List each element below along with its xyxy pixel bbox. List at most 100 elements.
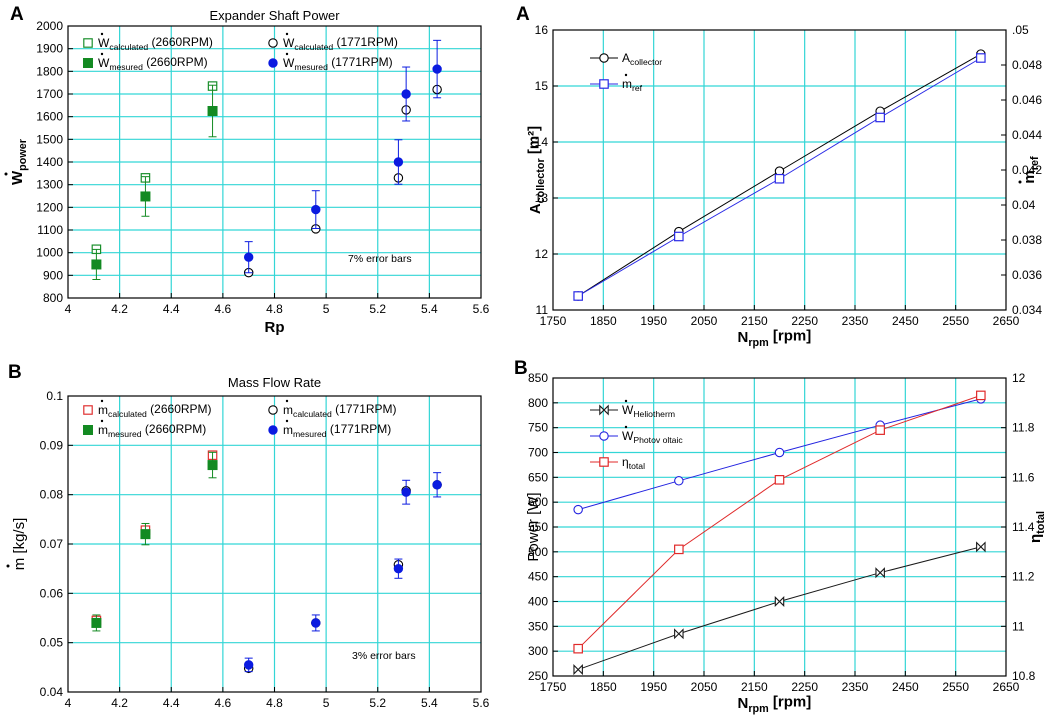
legend-dot — [100, 52, 104, 56]
x-tick-label: 4.6 — [215, 302, 232, 316]
series-1 — [573, 53, 986, 301]
legend-marker — [268, 405, 278, 415]
legend-marker — [83, 58, 93, 68]
y-axis-label: Power [W] — [525, 492, 542, 561]
y-tick-label: 450 — [528, 570, 548, 584]
data-point — [140, 191, 151, 202]
legend-label: ηtotal — [622, 455, 645, 471]
y-tick-label: 250 — [528, 669, 548, 683]
legend-entry: mref — [590, 73, 643, 93]
y2-tick-label: 0.046 — [1012, 93, 1042, 107]
data-point — [774, 475, 785, 485]
data-point — [976, 541, 986, 553]
legend-entry: Wmesured (2660RPM) — [83, 52, 208, 72]
data-point — [774, 595, 785, 608]
data-point — [875, 112, 885, 123]
y-tick-label: 1300 — [36, 178, 63, 192]
legend-dot — [285, 32, 289, 36]
x-tick-label: 4.2 — [111, 696, 128, 710]
y2-axis-label-dot — [1018, 180, 1022, 184]
chart-tr: A 1750 1850 1950 2050 2150 2250 2350 2450 2550 265… — [516, 4, 1042, 349]
legend-dot — [285, 52, 289, 56]
y2-tick-label: .05 — [1012, 23, 1029, 37]
y-tick-label: 650 — [528, 470, 548, 484]
x-axis-label: Rp — [265, 713, 285, 715]
y2-axis-label: ηtotal — [1027, 511, 1047, 543]
x-tick-label: 5.2 — [369, 696, 386, 710]
data-point — [976, 53, 986, 63]
y-tick-label: 16 — [535, 23, 549, 37]
series-0 — [91, 450, 218, 626]
y-axis-label-dot — [4, 172, 8, 176]
x-tick-label: 2450 — [892, 314, 919, 328]
y-axis-label-text: Acollector [m²] — [526, 126, 547, 214]
y-axis-label: m [kg/s] — [6, 518, 28, 570]
legend-entry: mmesured (2660RPM) — [83, 419, 206, 439]
x-tick-label: 1750 — [540, 680, 567, 694]
y-tick-label: 1900 — [36, 42, 63, 56]
data-point — [774, 173, 785, 184]
y-tick-label: 300 — [528, 644, 548, 658]
x-tick-label: 1950 — [640, 314, 667, 328]
legend-label: Wmesured (1771RPM) — [283, 55, 393, 72]
chart-bl: B Mass Flow Rate 4 4.2 4.4 4.6 4.8 5 5.2 5.4 5.6 0.… — [6, 362, 490, 715]
y2-tick-label: 0.034 — [1012, 303, 1042, 317]
legend-entry: Acollector — [590, 51, 662, 67]
x-tick-label: 4.8 — [266, 302, 283, 316]
plot-frame — [67, 395, 482, 693]
y-tick-label: 0.1 — [46, 389, 63, 403]
data-point — [91, 259, 102, 270]
series-2 — [91, 84, 218, 280]
y-tick-label: 350 — [528, 619, 548, 633]
x-tick-label: 5.2 — [369, 302, 386, 316]
x-tick-label: 1750 — [540, 314, 567, 328]
y-tick-label: 600 — [528, 495, 548, 509]
y-tick-label: 1400 — [36, 155, 63, 169]
y-tick-label: 1800 — [36, 64, 63, 78]
y-tick-label: 1200 — [36, 200, 63, 214]
data-point — [674, 544, 684, 555]
series-2 — [91, 451, 218, 632]
x-tick-label: 4.4 — [163, 302, 180, 316]
x-tick-label: 5 — [323, 696, 330, 710]
data-point — [774, 447, 785, 458]
legend-entry: mcalculated (2660RPM) — [83, 399, 212, 419]
y-tick-label: 750 — [528, 421, 548, 435]
x-tick-label: 2050 — [691, 680, 718, 694]
y-axis-label-text: Power [W] — [525, 492, 542, 561]
data-point — [393, 157, 404, 167]
legend-label: Wmesured (2660RPM) — [98, 55, 208, 72]
legend-label: WHeliotherm — [622, 403, 675, 419]
legend-marker — [268, 425, 278, 435]
legend-entry: Wcalculated (1771RPM) — [268, 32, 398, 52]
x-tick-label: 2250 — [791, 314, 818, 328]
x-tick-label: 5.4 — [421, 302, 438, 316]
data-point — [207, 106, 218, 116]
data-point — [875, 567, 885, 579]
data-point — [432, 64, 442, 74]
y-tick-label: 0.04 — [40, 685, 64, 699]
y-tick-label: 400 — [528, 595, 548, 609]
y2-tick-label: 11.6 — [1012, 470, 1035, 484]
x-tick-label: 2150 — [741, 680, 768, 694]
legend-marker — [599, 79, 609, 89]
y-tick-label: 800 — [528, 396, 548, 410]
y-axis-label: Wpower — [4, 138, 29, 185]
legend-dot — [624, 425, 628, 429]
x-tick-label: 2250 — [791, 680, 818, 694]
x-axis-label: Rp — [265, 319, 285, 336]
y-tick-label: 1000 — [36, 246, 63, 260]
legend-label: WPhotov oltaic — [622, 429, 683, 445]
y-tick-label: 11 — [536, 303, 549, 317]
x-tick-label: 2350 — [842, 680, 869, 694]
data-point — [243, 660, 254, 670]
y-tick-label: 0.06 — [40, 586, 64, 600]
y-tick-label: 0.05 — [40, 636, 64, 650]
data-point — [243, 252, 254, 262]
y2-axis-label: mref — [1018, 156, 1041, 184]
y-tick-label: 1500 — [36, 132, 63, 146]
data-point — [573, 664, 583, 676]
y-axis-label-text: Wpower — [9, 138, 29, 185]
y-tick-label: 12 — [535, 247, 549, 261]
